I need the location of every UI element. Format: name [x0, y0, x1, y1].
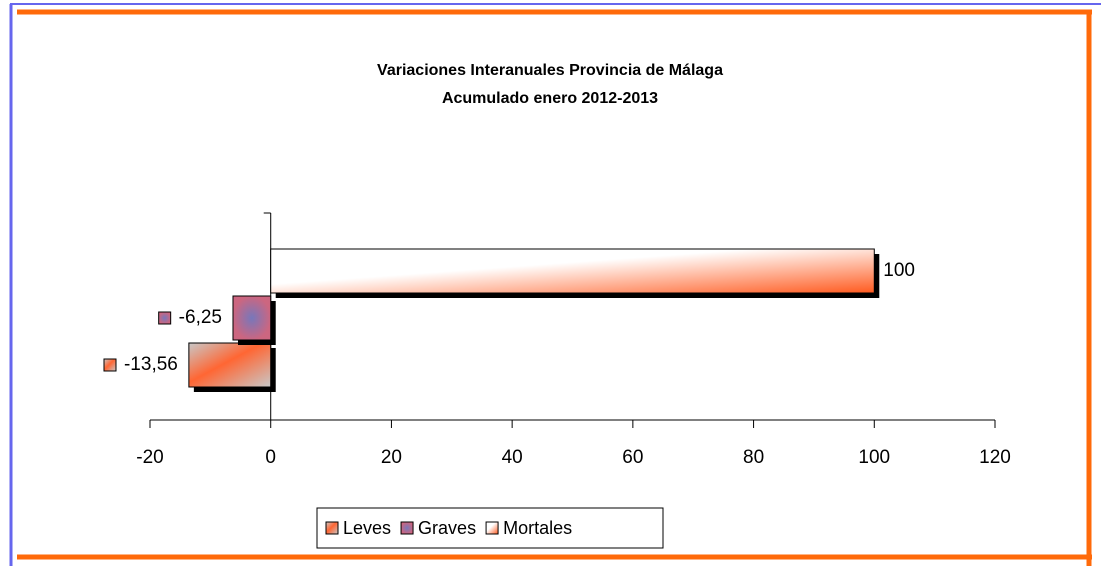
- data-label: 100: [883, 260, 915, 281]
- x-tick-label: -20: [136, 447, 163, 468]
- data-label-key: [158, 311, 172, 325]
- chart-title: Variaciones Interanuales Provincia de Má…: [377, 62, 723, 79]
- chart-subtitle: Acumulado enero 2012-2013: [442, 90, 658, 107]
- data-label-key: [103, 358, 117, 372]
- bar: [232, 295, 272, 341]
- legend-label: Mortales: [503, 518, 572, 538]
- bar: [270, 248, 875, 294]
- legend-key: [400, 521, 414, 535]
- x-tick-label: 40: [502, 447, 523, 468]
- legend-label: Graves: [418, 518, 476, 538]
- data-label: -13,56: [124, 354, 178, 375]
- x-tick-label: 120: [979, 447, 1011, 468]
- legend-key: [485, 521, 499, 535]
- legend-key: [325, 521, 339, 535]
- x-tick-label: 0: [265, 447, 276, 468]
- x-tick-label: 60: [622, 447, 643, 468]
- legend-label: Leves: [343, 518, 391, 538]
- x-tick-label: 20: [381, 447, 402, 468]
- bar: [188, 342, 272, 388]
- x-tick-label: 100: [858, 447, 890, 468]
- data-label: -6,25: [179, 307, 222, 328]
- x-tick-label: 80: [743, 447, 764, 468]
